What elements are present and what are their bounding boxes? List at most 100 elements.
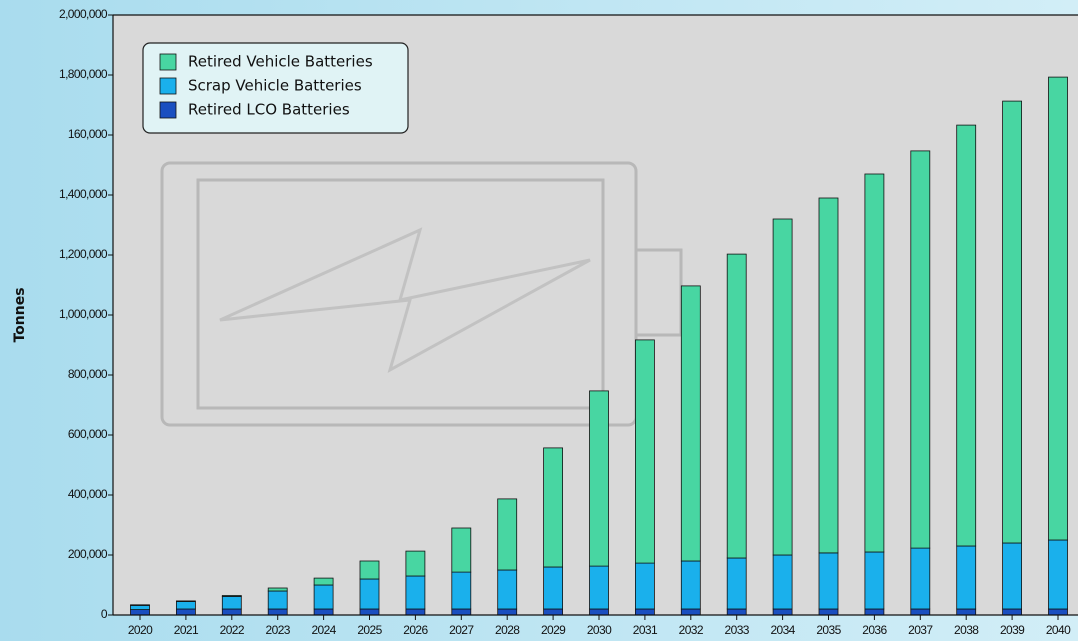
bar-segment: [497, 608, 518, 616]
x-tick-label: 2023: [266, 623, 291, 637]
bar-segment: [726, 608, 747, 616]
y-tick-label: 1,400,000: [59, 187, 108, 201]
bar-segment: [635, 608, 655, 616]
bar-segment: [130, 604, 150, 606]
x-tick-label: 2024: [311, 623, 336, 637]
bar-segment: [313, 608, 334, 616]
x-tick-label: 2030: [587, 623, 612, 637]
bar-segment: [635, 562, 655, 610]
x-tick-label: 2028: [495, 623, 520, 637]
bar-segment: [267, 587, 288, 592]
battery-decoration: [160, 161, 683, 427]
bar-segment: [589, 608, 609, 616]
bar-segment: [130, 609, 150, 616]
y-tick-label: 400,000: [68, 487, 108, 501]
y-tick-label: 1,800,000: [59, 67, 108, 81]
x-tick-label: 2040: [1046, 623, 1071, 637]
x-tick-label: 2033: [725, 623, 750, 637]
bar-segment: [1002, 100, 1022, 544]
y-tick-label: 600,000: [68, 427, 108, 441]
bar-segment: [818, 197, 839, 554]
bar-segment: [680, 608, 701, 616]
y-tick-label: 2,000,000: [59, 7, 108, 21]
bar-segment: [221, 596, 242, 610]
bar-segment: [405, 550, 426, 577]
bar-segment: [818, 608, 839, 616]
x-tick-label: 2020: [128, 623, 153, 637]
legend-label: Retired LCO Batteries: [188, 101, 350, 119]
legend-swatch: [159, 101, 177, 119]
x-tick-label: 2022: [220, 623, 245, 637]
y-axis-label: Tonnes: [12, 287, 28, 342]
bar-segment: [359, 560, 380, 580]
bar-segment: [497, 569, 518, 610]
bar-segment: [864, 608, 885, 616]
x-tick-label: 2037: [908, 623, 933, 637]
bar-segment: [267, 590, 288, 610]
bar-segment: [175, 600, 196, 602]
bar-segment: [772, 608, 793, 616]
bar-segment: [451, 571, 472, 610]
bar-segment: [405, 608, 426, 616]
bar-segment: [359, 608, 380, 616]
legend-label: Scrap Vehicle Batteries: [188, 77, 362, 95]
bar-segment: [635, 339, 655, 564]
x-tick-label: 2035: [816, 623, 841, 637]
bar-segment: [726, 557, 747, 610]
x-tick-label: 2031: [633, 623, 658, 637]
x-tick-label: 2039: [1000, 623, 1025, 637]
bar-segment: [589, 390, 609, 567]
bar-segment: [910, 150, 931, 549]
bar-segment: [1048, 608, 1068, 616]
bar-segment: [543, 566, 563, 610]
y-tick-label: 160,000: [68, 127, 108, 141]
bar-segment: [543, 608, 563, 616]
x-tick-label: 2026: [403, 623, 428, 637]
y-tick-label: 0: [101, 607, 108, 621]
legend-swatch: [159, 53, 177, 71]
bar-segment: [726, 253, 747, 559]
bar-segment: [910, 547, 931, 610]
x-tick-label: 2032: [679, 623, 704, 637]
bar-segment: [221, 608, 242, 616]
bar-segment: [451, 527, 472, 573]
x-tick-label: 2025: [357, 623, 382, 637]
bar-segment: [956, 545, 977, 610]
bar-segment: [910, 608, 931, 616]
bar-segment: [130, 605, 150, 611]
bar-segment: [772, 218, 793, 556]
bar-segment: [772, 554, 793, 610]
legend-label: Retired Vehicle Batteries: [188, 53, 373, 71]
bar-segment: [1048, 539, 1068, 610]
y-tick-label: 1,000,000: [59, 307, 108, 321]
bar-segment: [175, 608, 196, 616]
bar-segment: [864, 551, 885, 610]
bar-segment: [359, 578, 380, 610]
x-tick-label: 2034: [770, 623, 795, 637]
bar-segment: [818, 552, 839, 610]
bar-segment: [451, 608, 472, 616]
bar-segment: [680, 560, 701, 610]
y-tick-label: 200,000: [68, 547, 108, 561]
bar-segment: [864, 173, 885, 553]
bar-segment: [175, 601, 196, 610]
x-tick-label: 2029: [541, 623, 566, 637]
y-tick-label: 1,200,000: [59, 247, 108, 261]
bar-segment: [1002, 542, 1022, 610]
bar-segment: [221, 595, 242, 597]
y-tick-label: 800,000: [68, 367, 108, 381]
bar-segment: [589, 565, 609, 610]
x-tick-label: 2021: [174, 623, 199, 637]
legend-box: [142, 42, 409, 134]
legend-swatch: [159, 77, 177, 95]
bar-segment: [313, 577, 334, 586]
bar-segment: [1048, 76, 1068, 541]
bar-segment: [497, 498, 518, 571]
x-tick-label: 2036: [862, 623, 887, 637]
bar-segment: [267, 608, 288, 616]
bar-segment: [1002, 608, 1022, 616]
bar-segment: [956, 608, 977, 616]
x-tick-label: 2027: [449, 623, 474, 637]
legend: Retired Vehicle Batteries Scrap Vehicle B…: [142, 42, 409, 134]
